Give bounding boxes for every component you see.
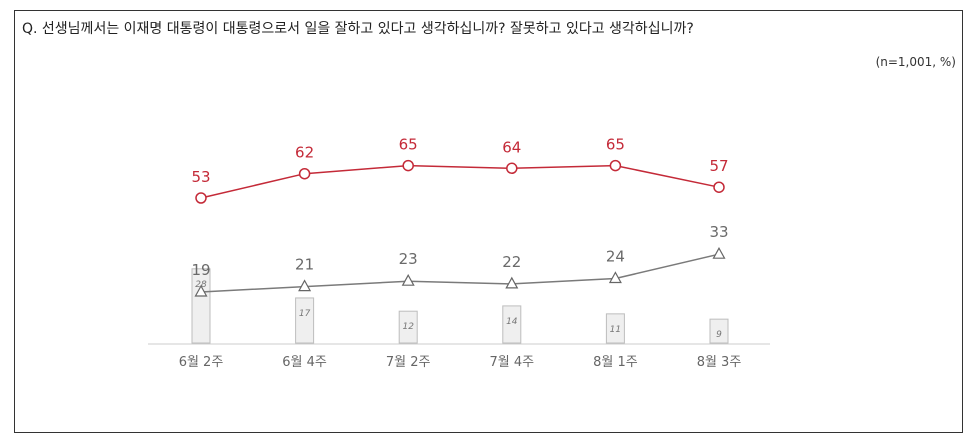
positive-point-3 (402, 159, 414, 172)
positive-value-label-4: 64 (502, 138, 521, 156)
bar-1 (191, 268, 211, 344)
negative-value-label-2: 21 (295, 256, 314, 274)
negative-point-3 (401, 273, 415, 286)
bar-5 (605, 313, 625, 344)
positive-point-5 (609, 159, 622, 172)
chart-frame (14, 10, 963, 433)
negative-value-label-6: 33 (709, 223, 728, 241)
bar-3 (398, 310, 418, 344)
x-tick-label-6: 8월 3주 (697, 355, 742, 370)
positive-value-label-3: 65 (399, 136, 418, 154)
negative-value-label-3: 23 (399, 250, 418, 268)
bar-6 (709, 318, 729, 344)
positive-value-label-6: 57 (709, 157, 728, 175)
positive-value-label-2: 62 (295, 144, 314, 162)
sample-note: (n=1,001, %) (875, 55, 956, 69)
bar-value-label-1: 28 (195, 280, 207, 290)
negative-value-label-4: 22 (502, 253, 521, 271)
negative-point-6 (712, 246, 726, 259)
positive-line (200, 164, 720, 199)
positive-point-4 (506, 162, 518, 175)
x-tick-label-2: 6월 4주 (282, 355, 327, 370)
negative-point-2 (298, 279, 312, 292)
bar-value-label-3: 12 (402, 322, 414, 332)
bar-value-label-2: 17 (299, 309, 311, 319)
positive-value-label-5: 65 (606, 136, 625, 154)
bar-series: 28 17 12 14 11 9 (191, 268, 729, 344)
x-tick-label-1: 6월 2주 (179, 355, 224, 370)
x-tick-label-3: 7월 2주 (386, 355, 431, 370)
bar-2 (295, 297, 315, 344)
positive-point-2 (298, 167, 311, 180)
positive-point-1 (195, 192, 207, 204)
line-series: 19 21 23 22 24 33 53 62 65 64 65 57 (191, 136, 729, 297)
bar-value-label-6: 9 (716, 330, 722, 340)
question-text: Q. 선생님께서는 이재명 대통령이 대통령으로서 일을 잘하고 있다고 생각하… (22, 21, 694, 37)
x-axis-ticks: 6월 2주 6월 4주 7월 2주 7월 4주 8월 1주 8월 3주 (179, 355, 742, 370)
bar-value-label-5: 11 (610, 325, 621, 335)
bar-4 (502, 305, 522, 344)
negative-point-4 (505, 276, 519, 289)
negative-value-label-5: 24 (606, 248, 625, 266)
negative-point-1 (194, 284, 208, 297)
bar-value-label-4: 14 (506, 317, 518, 327)
x-tick-label-5: 8월 1주 (593, 355, 638, 370)
negative-value-label-1: 19 (191, 261, 210, 279)
positive-point-6 (713, 181, 725, 193)
x-tick-label-4: 7월 4주 (489, 355, 534, 370)
negative-point-5 (608, 271, 622, 284)
positive-value-label-1: 53 (191, 168, 210, 186)
negative-line (200, 253, 720, 293)
